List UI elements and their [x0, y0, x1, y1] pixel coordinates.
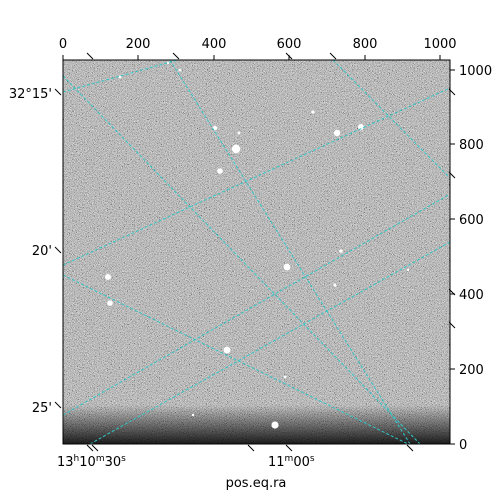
star	[118, 75, 122, 79]
grid-line	[63, 60, 180, 93]
right-tick-0: 0	[459, 438, 467, 453]
image-frame	[62, 59, 451, 445]
coordinate-grid	[63, 60, 450, 444]
top-tick-0: 0	[59, 37, 67, 52]
star	[333, 129, 341, 137]
sky-image	[63, 60, 450, 444]
grid-line	[63, 75, 421, 444]
grid-line	[169, 60, 411, 444]
right-tick-1000: 1000	[459, 64, 492, 79]
star	[223, 346, 231, 354]
star	[311, 110, 315, 114]
star	[231, 144, 241, 154]
top-tick-1000: 1000	[423, 37, 456, 52]
wcs-tick-mark	[285, 52, 293, 60]
star	[271, 421, 279, 429]
top-tick-200: 200	[126, 37, 151, 52]
wcs-tick-mark	[86, 444, 94, 452]
stars-layer	[105, 61, 410, 429]
dec-axis: 32°15' 20' 25'	[9, 87, 52, 416]
star	[166, 61, 170, 65]
star	[105, 274, 111, 280]
star	[358, 124, 364, 130]
wcs-tick-mark	[172, 52, 180, 60]
grid-line	[63, 87, 450, 266]
wcs-tick-mark	[86, 52, 94, 60]
top-tick-400: 400	[202, 37, 227, 52]
x-axis-label: pos.eq.ra	[226, 476, 287, 491]
dec-tick-15: 32°15'	[9, 87, 52, 102]
right-tick-600: 600	[459, 213, 484, 228]
grid-line	[89, 241, 450, 444]
star	[178, 68, 182, 72]
wcs-tick-mark	[448, 288, 456, 296]
dec-tick-25: 25'	[32, 401, 52, 416]
ra-tick-10m30s: 13h10m30s	[57, 454, 126, 470]
wcs-tick-mark	[54, 88, 62, 96]
wcs-tick-mark	[54, 401, 62, 409]
wcs-tick-mark	[448, 321, 456, 329]
star	[339, 249, 343, 253]
right-tick-200: 200	[459, 363, 484, 378]
dec-tick-20: 20'	[32, 244, 52, 259]
grid-line	[63, 274, 409, 444]
star	[237, 131, 241, 135]
top-tick-600: 600	[277, 37, 302, 52]
right-pixel-axis: 0 200 400 600 800 1000	[459, 64, 492, 453]
right-tick-800: 800	[459, 138, 484, 153]
wcs-tick-mark	[448, 171, 456, 179]
star	[406, 268, 410, 272]
ra-axis: 13h10m30s 11m00s	[57, 454, 315, 470]
grid-line	[332, 60, 450, 179]
ra-tick-11m00s: 11m00s	[268, 454, 315, 470]
top-tick-800: 800	[353, 37, 378, 52]
image-bottom-noise-band	[63, 405, 450, 444]
star	[217, 168, 223, 174]
wcs-tick-mark	[247, 444, 255, 452]
star	[283, 263, 291, 271]
wcs-tick-mark	[91, 444, 99, 452]
star	[212, 125, 218, 131]
pixel-tick-marks	[54, 52, 456, 452]
wcs-tick-mark	[406, 444, 414, 452]
wcs-tick-mark	[285, 444, 293, 452]
wcs-tick-mark	[54, 246, 62, 254]
right-tick-400: 400	[459, 288, 484, 303]
top-pixel-axis: 0 200 400 600 800 1000	[59, 37, 457, 52]
star	[333, 283, 337, 287]
wcs-tick-mark	[329, 52, 337, 60]
wcs-tick-mark	[448, 88, 456, 96]
star	[191, 413, 195, 417]
star	[107, 300, 113, 306]
star	[283, 375, 287, 379]
